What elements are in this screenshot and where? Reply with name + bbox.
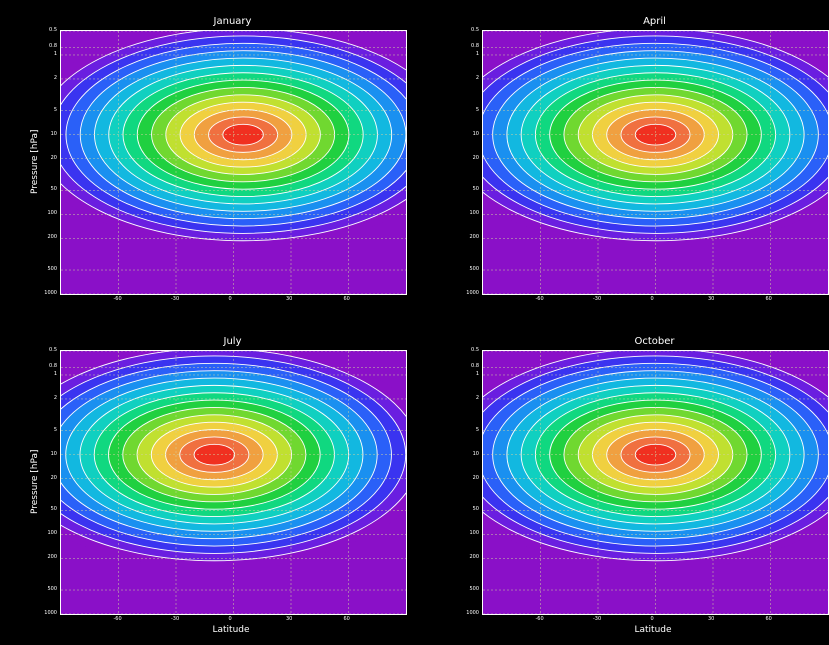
plot-area [482, 350, 829, 615]
contour-line-1 [61, 351, 406, 562]
x-tick-label: 60 [343, 616, 350, 622]
y-tick-label: 5 [475, 106, 479, 113]
x-tick-label: -60 [535, 296, 544, 302]
y-tick-label: 50 [472, 506, 479, 513]
x-tick-label: -30 [593, 616, 602, 622]
y-tick-label: 10 [50, 450, 57, 457]
y-tick-label: 5 [475, 426, 479, 433]
y-tick-label: 0.5 [49, 27, 57, 33]
contour-line-3 [61, 362, 392, 547]
x-tick-label: -30 [593, 296, 602, 302]
y-tick-label: 100 [469, 210, 479, 217]
y-tick-label: 10 [472, 130, 479, 137]
y-axis-label: Pressure [hPa] [30, 448, 40, 514]
y-tick-label: 200 [469, 554, 479, 561]
y-tick-label: 1000 [44, 610, 57, 616]
y-tick-label: 20 [50, 154, 57, 161]
x-tick-label: 60 [765, 296, 772, 302]
x-tick-label: -60 [113, 296, 122, 302]
y-tick-label: 50 [472, 186, 479, 193]
y-tick-label: 0.5 [49, 347, 57, 353]
x-tick-label: 60 [765, 616, 772, 622]
y-tick-label: 2 [53, 394, 57, 401]
x-tick-label: -30 [171, 616, 180, 622]
y-tick-label: 0.5 [471, 27, 479, 33]
x-axis-label: Latitude [634, 625, 672, 635]
contour-svg [483, 31, 828, 294]
plot-area [60, 30, 407, 295]
contour-band-14 [222, 124, 264, 146]
contour-line-8 [108, 399, 321, 510]
y-tick-label: 0.8 [471, 363, 479, 370]
y-tick-label: 0.8 [49, 43, 57, 50]
panel-title: July [223, 336, 242, 347]
x-tick-label: -60 [535, 616, 544, 622]
y-tick-label: 50 [50, 506, 57, 513]
y-tick-label: 1000 [466, 290, 479, 296]
x-axis-label: Latitude [212, 625, 250, 635]
y-tick-label: 20 [472, 154, 479, 161]
x-tick-label: 0 [228, 616, 232, 622]
y-tick-label: 500 [47, 586, 57, 593]
contour-line-2 [61, 35, 406, 234]
y-tick-label: 500 [469, 586, 479, 593]
contour-line-1 [61, 31, 406, 242]
x-tick-label: -60 [113, 616, 122, 622]
y-tick-label: 5 [53, 426, 57, 433]
plot-area [482, 30, 829, 295]
y-tick-label: 200 [469, 234, 479, 241]
contour-line-7 [122, 72, 364, 198]
y-tick-label: 20 [50, 474, 57, 481]
x-tick-label: 30 [286, 616, 293, 622]
y-tick-label: 5 [53, 106, 57, 113]
y-tick-label: 1000 [44, 290, 57, 296]
contour-line-6 [79, 384, 350, 525]
contour-svg [483, 351, 828, 614]
panel-july: July 0.5 0.8 1 2 5 10 20 50 100 200 500 1000 -60 -30 0 3… [30, 336, 407, 635]
y-tick-label: 0.8 [471, 43, 479, 50]
y-tick-label: 100 [47, 210, 57, 217]
y-tick-label: 1 [53, 50, 57, 57]
y-tick-label: 50 [50, 186, 57, 193]
y-tick-label: 10 [50, 130, 57, 137]
panel-title: April [643, 16, 666, 27]
y-tick-label: 100 [47, 530, 57, 537]
y-tick-label: 500 [469, 266, 479, 273]
contour-svg [61, 351, 406, 614]
y-tick-label: 2 [475, 394, 479, 401]
y-tick-label: 200 [47, 554, 57, 561]
panel-january: January 0.5 0.8 1 2 5 10 20 50 100 200 500 1000 -60 -3… [30, 16, 407, 302]
contour-svg [61, 31, 406, 294]
x-tick-label: 30 [286, 296, 293, 302]
x-tick-label: 0 [228, 296, 232, 302]
x-tick-label: 0 [650, 616, 654, 622]
x-tick-label: 60 [343, 296, 350, 302]
y-tick-label: 10 [472, 450, 479, 457]
y-tick-label: 1 [53, 370, 57, 377]
y-tick-label: 1 [475, 50, 479, 57]
y-tick-label: 2 [53, 74, 57, 81]
y-tick-label: 2 [475, 74, 479, 81]
panel-title: October [634, 336, 675, 347]
y-axis-label: Pressure [hPa] [30, 128, 40, 194]
panel-october: October 0.5 0.8 1 2 5 10 20 50 100 200 500 1000 -60 -3… [466, 336, 829, 635]
y-tick-label: 0.8 [49, 363, 57, 370]
y-tick-label: 200 [47, 234, 57, 241]
plot-area [60, 350, 407, 615]
y-tick-label: 20 [472, 474, 479, 481]
panel-april: April 0.5 0.8 1 2 5 10 20 50 100 200 500 1000 -60 -30 0… [466, 16, 829, 302]
y-tick-label: 1000 [466, 610, 479, 616]
y-tick-label: 0.5 [471, 347, 479, 353]
x-tick-label: -30 [171, 296, 180, 302]
x-tick-label: 0 [650, 296, 654, 302]
panel-title: January [213, 16, 252, 27]
y-tick-label: 500 [47, 266, 57, 273]
y-tick-label: 1 [475, 370, 479, 377]
contour-line-13 [179, 436, 250, 473]
x-tick-label: 30 [708, 616, 715, 622]
x-tick-label: 30 [708, 296, 715, 302]
y-tick-label: 100 [469, 530, 479, 537]
